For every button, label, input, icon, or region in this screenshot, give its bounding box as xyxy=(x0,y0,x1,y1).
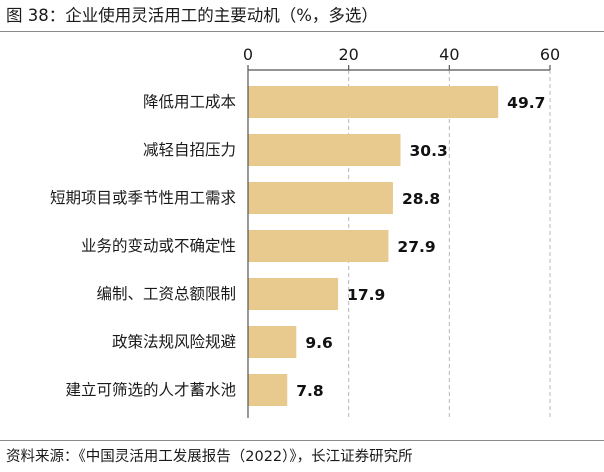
source-note: 资料来源：《中国灵活用工发展报告（2022）》，长江证券研究所 xyxy=(6,449,413,465)
value-label: 28.8 xyxy=(402,190,440,208)
x-tick-label: 20 xyxy=(338,45,358,64)
source-divider xyxy=(0,440,604,441)
chart-title: 图 38：企业使用灵活用工的主要动机（%，多选） xyxy=(6,6,378,25)
bar xyxy=(248,326,297,358)
value-label: 9.6 xyxy=(305,334,332,352)
x-tick-label: 60 xyxy=(540,45,560,64)
value-label: 30.3 xyxy=(410,142,448,160)
category-label: 降低用工成本 xyxy=(143,93,236,111)
category-label: 短期项目或季节性用工需求 xyxy=(50,189,236,207)
value-label: 27.9 xyxy=(397,238,435,256)
category-label: 建立可筛选的人才蓄水池 xyxy=(65,381,236,399)
bar-chart: 降低用工成本 49.7 减轻自招压力 30.3 短期项目或季节性用工需求 28.8 业务的变… xyxy=(50,45,560,418)
bar xyxy=(248,134,401,166)
x-tick-label: 40 xyxy=(439,45,459,64)
value-label: 49.7 xyxy=(507,94,545,112)
title-divider xyxy=(0,31,604,32)
bar xyxy=(248,230,389,262)
bar xyxy=(248,374,288,406)
category-label: 减轻自招压力 xyxy=(143,141,236,159)
x-tick-label: 0 xyxy=(243,45,253,64)
bar xyxy=(248,86,499,118)
bar xyxy=(248,182,393,214)
category-label: 政策法规风险规避 xyxy=(112,333,237,351)
value-label: 7.8 xyxy=(296,382,323,400)
bar xyxy=(248,278,339,310)
value-label: 17.9 xyxy=(347,286,385,304)
category-label: 编制、工资总额限制 xyxy=(96,285,236,303)
category-label: 业务的变动或不确定性 xyxy=(81,237,236,255)
